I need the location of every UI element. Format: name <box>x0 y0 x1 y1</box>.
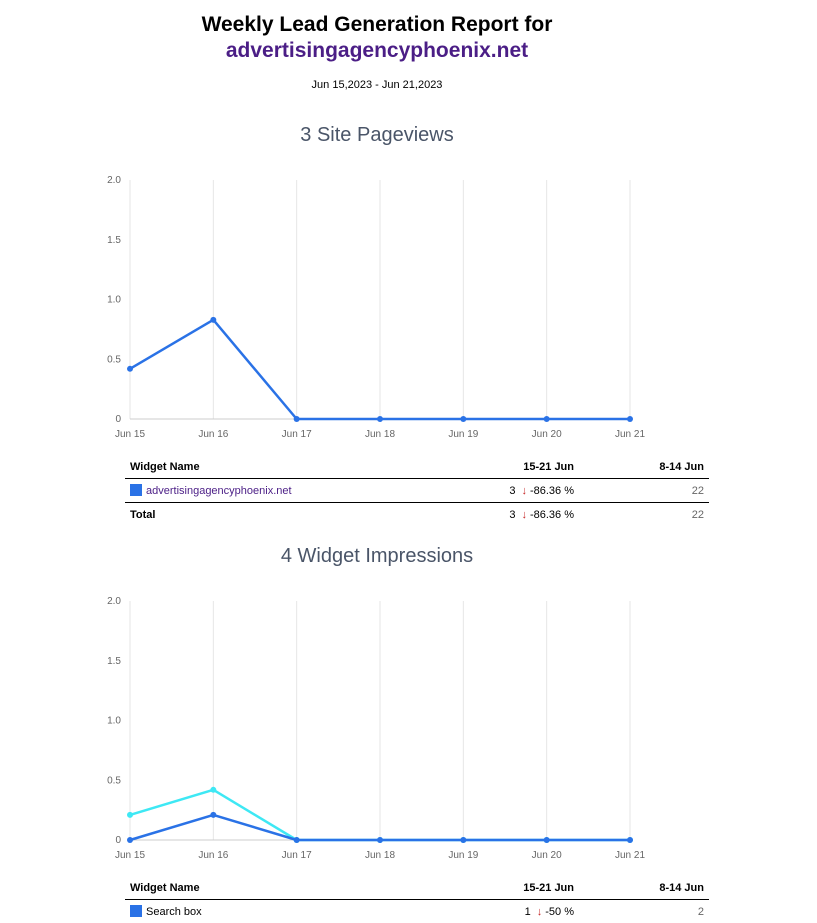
y-tick-label: 2.0 <box>107 175 121 186</box>
data-point[interactable] <box>210 787 216 793</box>
data-point[interactable] <box>127 812 133 818</box>
x-tick-label: Jun 17 <box>282 850 312 861</box>
y-tick-label: 0.5 <box>107 354 121 365</box>
data-point[interactable] <box>627 837 633 843</box>
x-tick-label: Jun 21 <box>615 850 645 861</box>
data-point[interactable] <box>127 837 133 843</box>
y-tick-label: 0 <box>115 835 121 846</box>
y-tick-label: 0.5 <box>107 775 121 786</box>
current-count: 1 <box>525 906 531 918</box>
widget-name-cell: Search box <box>125 900 419 923</box>
x-tick-label: Jun 16 <box>198 850 228 861</box>
x-tick-label: Jun 19 <box>448 850 478 861</box>
y-tick-label: 2.0 <box>107 596 121 607</box>
previous-cell: 2 <box>579 900 709 923</box>
x-tick-label: Jun 15 <box>115 850 145 861</box>
col-header-widget-name: Widget Name <box>125 876 419 900</box>
y-tick-label: 1.5 <box>107 656 121 667</box>
x-tick-label: Jun 18 <box>365 850 395 861</box>
current-cell: 1 ↓-50 % <box>419 900 579 923</box>
y-tick-label: 1.5 <box>107 235 121 246</box>
impressions-table: Widget Name 15-21 Jun 8-14 Jun Search bo… <box>125 876 709 923</box>
x-tick-label: Jun 20 <box>532 850 562 861</box>
col-header-previous: 8-14 Jun <box>579 876 709 900</box>
table-header-row: Widget Name 15-21 Jun 8-14 Jun <box>125 876 709 900</box>
table-row: Search box 1 ↓-50 % 2 <box>125 900 709 923</box>
widget-name-label: Search box <box>146 906 202 918</box>
col-header-current: 15-21 Jun <box>419 876 579 900</box>
change-percent: -50 % <box>545 906 574 918</box>
series-color-swatch <box>130 905 142 917</box>
data-point[interactable] <box>127 366 133 372</box>
data-point[interactable] <box>210 812 216 818</box>
data-point[interactable] <box>294 837 300 843</box>
data-point[interactable] <box>544 837 550 843</box>
y-tick-label: 1.0 <box>107 295 121 306</box>
data-point[interactable] <box>460 837 466 843</box>
down-arrow-icon: ↓ <box>537 906 543 918</box>
data-point[interactable] <box>210 317 216 323</box>
data-point[interactable] <box>377 837 383 843</box>
y-tick-label: 1.0 <box>107 716 121 727</box>
